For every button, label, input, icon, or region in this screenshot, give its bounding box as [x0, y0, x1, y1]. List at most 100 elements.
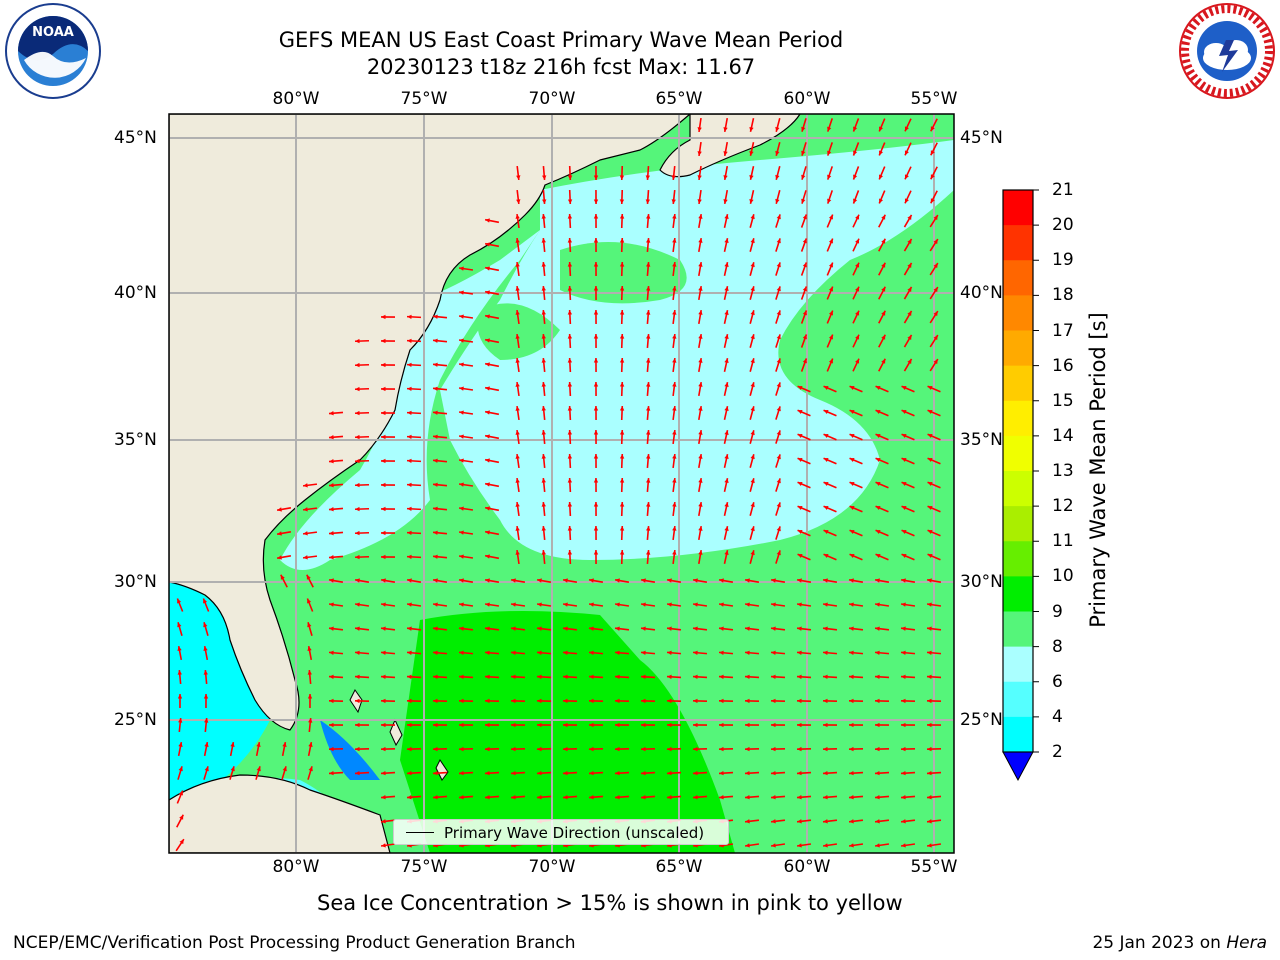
lon-tick-label: 75°W [400, 89, 448, 109]
wave-arrow-head [537, 674, 542, 680]
wave-arrow-head [901, 434, 907, 439]
wave-arrow-head [672, 358, 677, 363]
wave-arrow-head [927, 410, 933, 415]
wave-arrow-head [719, 650, 724, 655]
wave-arrow-head [381, 434, 386, 440]
wave-arrow-head [698, 214, 703, 219]
wave-arrow-head [745, 722, 750, 728]
wave-arrow-head [619, 286, 625, 291]
wave-arrow-head [459, 698, 464, 704]
wave-arrow-head [407, 410, 412, 416]
wave-arrow-head [750, 214, 755, 220]
wave-arrow-head [771, 650, 776, 655]
wave-arrow-head [828, 214, 833, 220]
footer-machine: Hera [1226, 933, 1267, 953]
wave-arrow-head [907, 310, 912, 316]
colorbar-tick-label: 9 [1052, 601, 1063, 622]
wave-arrow-head [589, 602, 594, 607]
wave-arrow-head [849, 746, 854, 752]
colorbar-tick-label: 4 [1052, 706, 1063, 727]
wave-arrow-head [853, 174, 858, 180]
bahama-bank-band [320, 720, 380, 780]
wave-arrow-head [615, 602, 620, 607]
wave-arrow-head [485, 434, 490, 439]
wave-arrow-head [930, 126, 935, 132]
wave-arrow-head [828, 358, 833, 364]
wave-arrow-head [277, 531, 282, 536]
wave-arrow-head [303, 555, 308, 560]
wave-arrow-head [901, 770, 906, 776]
wave-arrow-head [485, 242, 490, 247]
wave-arrow-head [849, 819, 854, 824]
wave-arrow-head [329, 507, 334, 512]
wave-arrow-head [542, 175, 547, 180]
wave-arrow-head [907, 334, 912, 340]
wave-arrow-head [719, 674, 724, 680]
wave-arrow-head [381, 578, 386, 583]
wave-arrow-head [930, 198, 935, 204]
wave-arrow-head [511, 626, 516, 631]
wave-arrow-head [433, 602, 438, 607]
wave-arrow-head [723, 199, 728, 204]
wave-arrow-head [776, 550, 781, 556]
wave-arrow-head [927, 482, 933, 487]
wave-arrow-head [485, 482, 490, 487]
wave-arrow-head [589, 650, 594, 655]
wave-arrow-head [828, 286, 833, 292]
wave-arrow-head [329, 746, 334, 752]
wave-arrow-head [567, 382, 573, 387]
wave-arrow-head [697, 127, 702, 132]
wave-arrow-head [178, 742, 183, 747]
wave-arrow-head [849, 770, 854, 776]
wave-arrow-head [179, 814, 184, 820]
wave-arrow-head [307, 670, 312, 675]
wave-arrow-head [459, 434, 464, 439]
wave-arrow-head [619, 382, 625, 387]
wave-arrow-head [698, 502, 703, 507]
wave-arrow-head [177, 646, 182, 651]
wave-arrow-head [901, 386, 907, 391]
wave-arrow-head [619, 358, 625, 363]
wave-arrow-head [776, 502, 781, 508]
wave-arrow-head [901, 602, 906, 607]
wave-arrow-head [771, 819, 776, 824]
land-nova-scotia [659, 114, 801, 178]
wave-arrow-head [485, 770, 490, 776]
wave-arrow-head [797, 698, 802, 704]
wave-arrow-head [593, 334, 599, 339]
wave-arrow-head [693, 698, 698, 704]
wave-arrow-head [282, 766, 287, 772]
wave-arrow-head [749, 126, 754, 132]
wave-arrow-head [823, 458, 829, 463]
wave-arrow-head [459, 266, 464, 271]
wave-arrow-head [797, 554, 803, 559]
wave-arrow-head [381, 819, 386, 824]
wave-arrow-head [875, 626, 880, 631]
wave-arrow-head [485, 602, 490, 607]
wave-arrow-head [849, 482, 855, 487]
wave-arrow-head [511, 602, 516, 607]
wave-arrow-head [771, 602, 776, 607]
wave-arrow-head [485, 314, 490, 319]
wave-arrow-head [355, 530, 360, 536]
wave-arrow-head [593, 262, 599, 267]
wave-arrow-head [828, 262, 833, 268]
wave-arrow-head [433, 795, 438, 800]
wave-arrow-head [797, 674, 802, 680]
wave-arrow-head [433, 434, 438, 439]
wave-arrow-head [827, 198, 832, 204]
wave-arrow-head [698, 238, 703, 243]
wave-arrow-head [641, 795, 646, 800]
wave-arrow-head [355, 386, 360, 392]
wave-arrow-head [828, 310, 833, 316]
wave-arrow-head [381, 795, 386, 800]
wave-arrow-head [672, 550, 677, 555]
wave-arrow-head [541, 550, 546, 555]
wave-arrow-head [750, 454, 755, 460]
wave-arrow-head [853, 198, 858, 204]
wave-arrow-head [750, 286, 755, 292]
wave-arrow-head [750, 478, 755, 484]
wave-arrow-head [308, 742, 313, 747]
wave-arrow-head [927, 674, 932, 680]
wave-arrow-head [485, 362, 490, 367]
